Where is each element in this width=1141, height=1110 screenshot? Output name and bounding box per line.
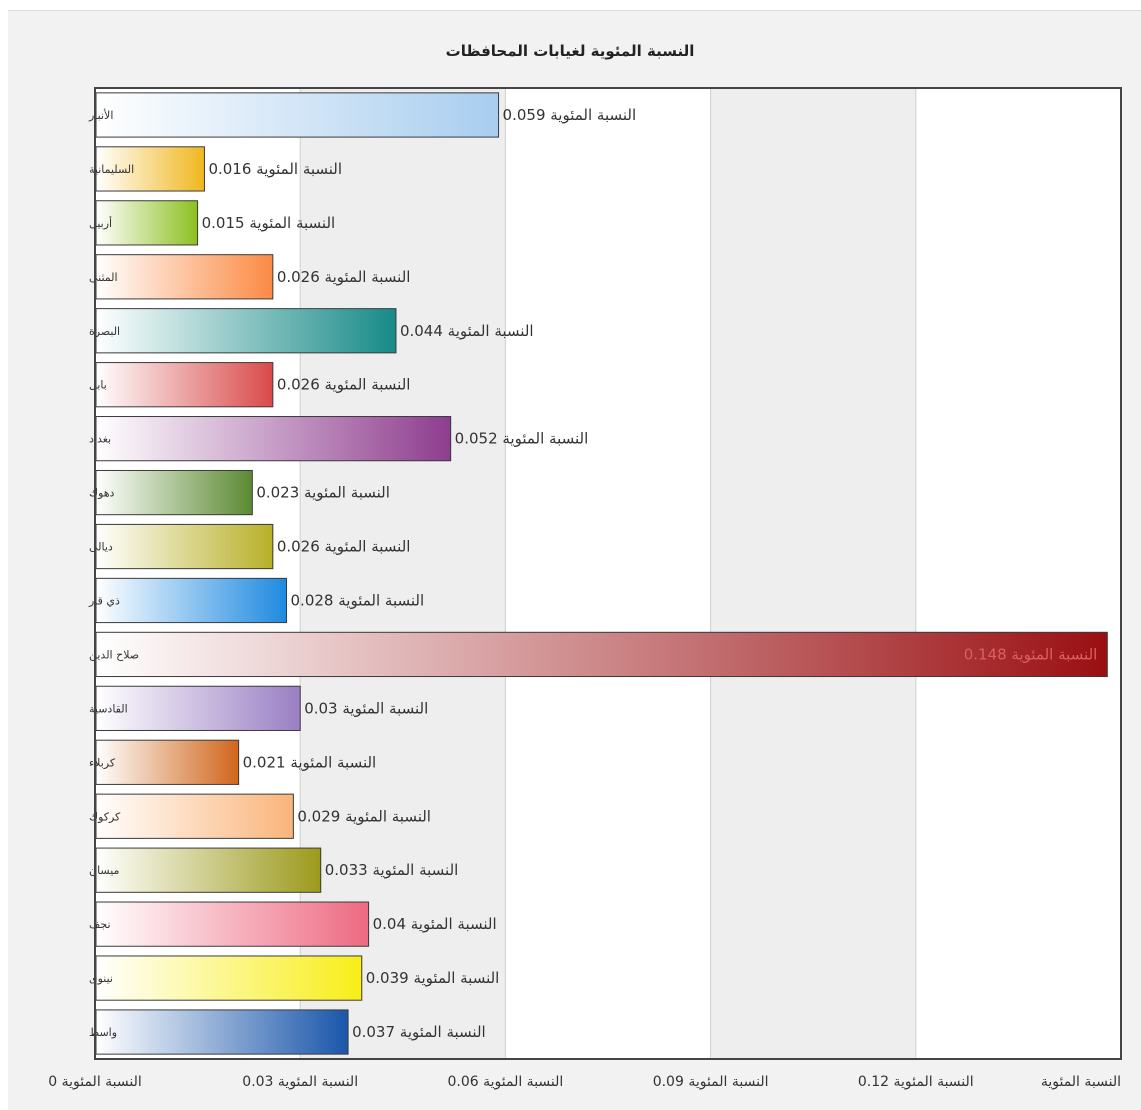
x-tick-label: 0.06 النسبة المئوية <box>448 1074 564 1090</box>
data-label: 0.028 النسبة المئوية <box>291 591 425 609</box>
x-tick-label: 0 النسبة المئوية <box>48 1074 142 1090</box>
category-label: بغداد <box>89 433 111 446</box>
data-label: 0.023 النسبة المئوية <box>256 484 390 502</box>
chart-title: النسبة المئوية لغيابات المحافظات <box>446 42 695 60</box>
bar <box>95 254 274 300</box>
bar <box>95 739 240 785</box>
bar <box>95 1009 349 1055</box>
category-label: السليمانية <box>89 163 134 176</box>
data-label: 0.04 النسبة المئوية <box>373 915 497 933</box>
bar <box>95 793 294 839</box>
bar <box>95 308 397 354</box>
category-label: صلاح الدين <box>89 648 139 661</box>
grid-band <box>300 88 506 1059</box>
bar <box>95 523 274 570</box>
bar <box>95 685 301 731</box>
bar <box>95 362 274 408</box>
x-tick-label: 0.12 النسبة المئوية <box>858 1074 974 1090</box>
bar <box>95 577 288 624</box>
data-label: 0.029 النسبة المئوية <box>297 807 431 825</box>
category-label: ذي قار <box>88 594 120 607</box>
bar <box>95 631 1108 678</box>
grid-layer <box>95 88 1121 1059</box>
bar <box>95 901 370 947</box>
category-label: ديالى <box>89 541 113 554</box>
plot-border <box>94 87 1122 1060</box>
plot-area <box>95 88 1121 1059</box>
category-label: كربلاء <box>89 756 116 769</box>
data-label: 0.021 النسبة المئوية <box>243 753 377 771</box>
category-label: بابل <box>89 379 107 392</box>
data-label: 0.03 النسبة المئوية <box>304 699 428 717</box>
category-label: دهوك <box>89 487 115 500</box>
category-label: البصرة <box>89 325 120 338</box>
category-label: الأنبار <box>88 108 113 122</box>
data-label: 0.052 النسبة المئوية <box>455 430 589 448</box>
axis-layer: الأنبار 0.059 النسبة المئوية السليمانية 0.0… <box>48 87 1122 1090</box>
category-label: المثنى <box>89 271 118 284</box>
category-label: نجف <box>89 918 111 931</box>
category-label: كركوك <box>89 810 121 823</box>
bar <box>95 200 199 246</box>
data-label: 0.026 النسبة المئوية <box>277 268 411 286</box>
category-label: القادسية <box>89 702 128 715</box>
data-label: 0.016 النسبة المئوية <box>208 160 342 178</box>
bar-layer <box>95 92 1108 1055</box>
data-label: 0.148 النسبة المئوية <box>964 645 1098 663</box>
data-label: 0.033 النسبة المئوية <box>325 861 459 879</box>
grid-band <box>710 88 916 1059</box>
bar <box>95 469 253 516</box>
category-label: أربيل <box>89 216 112 230</box>
bar <box>95 955 363 1001</box>
bar <box>95 92 500 138</box>
category-label: نينوى <box>89 972 113 985</box>
x-tick-label: 0.03 النسبة المئوية <box>242 1074 358 1090</box>
x-tick-label: النسبة المئوية <box>1041 1074 1121 1090</box>
data-label: 0.059 النسبة المئوية <box>503 106 637 124</box>
data-label: 0.044 النسبة المئوية <box>400 322 534 340</box>
data-label: 0.037 النسبة المئوية <box>352 1023 486 1041</box>
bar <box>95 847 322 893</box>
data-label: 0.026 النسبة المئوية <box>277 376 411 394</box>
data-label: 0.015 النسبة المئوية <box>202 214 336 232</box>
x-tick-label: 0.09 النسبة المئوية <box>653 1074 769 1090</box>
category-label: واسط <box>89 1026 117 1039</box>
bar <box>95 416 452 462</box>
category-label: ميسان <box>89 864 120 877</box>
bar <box>95 146 205 192</box>
data-label: 0.026 النسبة المئوية <box>277 538 411 556</box>
data-label: 0.039 النسبة المئوية <box>366 969 500 987</box>
